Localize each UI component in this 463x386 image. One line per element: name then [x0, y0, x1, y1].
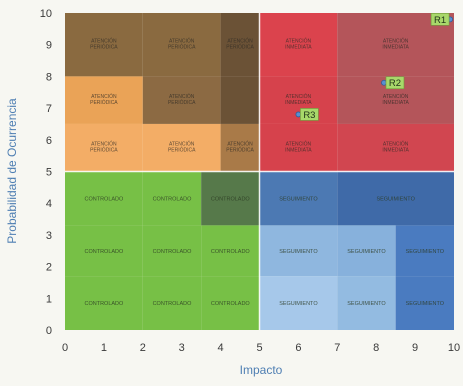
cell-label: ATENCIÓN PERIÓDICA: [90, 93, 118, 106]
matrix-cell: [142, 276, 202, 330]
y-tick-label: 2: [46, 262, 52, 274]
matrix-cell: [259, 123, 338, 172]
matrix-cell: [337, 171, 454, 226]
matrix-cell: [65, 171, 143, 226]
risk-point-label: R1: [434, 15, 446, 26]
matrix-cell: [337, 276, 396, 330]
y-tick-label: 10: [40, 8, 52, 20]
cell-label: SEGUIMIENTO: [347, 301, 386, 307]
x-tick-label: 6: [295, 342, 301, 354]
cell-label: ATENCIÓN INMEDIATA: [382, 93, 409, 106]
x-tick-label: 4: [218, 342, 224, 354]
cell-label: ATENCIÓN INMEDIATA: [285, 141, 312, 154]
y-tick-label: 5: [46, 167, 52, 179]
cell-label: SEGUIMIENTO: [347, 249, 386, 255]
y-tick-label: 6: [46, 135, 52, 147]
risk-point-label: R2: [389, 78, 401, 89]
cell-label: CONTROLADO: [84, 249, 124, 255]
cell-label: ATENCIÓN PERIÓDICA: [226, 38, 254, 51]
cell-label: CONTROLADO: [211, 301, 251, 307]
cell-label: ATENCIÓN INMEDIATA: [382, 38, 409, 51]
matrix-cell: [220, 123, 260, 172]
matrix-cell: [201, 225, 260, 277]
x-tick-label: 9: [412, 342, 418, 354]
matrix-cell: [259, 225, 338, 277]
y-tick-label: 9: [46, 40, 52, 52]
x-tick-label: 2: [140, 342, 146, 354]
matrix-cell: [259, 13, 338, 77]
matrix-cell: [65, 123, 143, 172]
y-tick-label: 1: [46, 293, 52, 305]
x-tick-label: 10: [448, 342, 460, 354]
cell-label: SEGUIMIENTO: [279, 196, 318, 202]
y-tick-label: 3: [46, 230, 52, 242]
matrix-cell: [142, 123, 221, 172]
cell-label: SEGUIMIENTO: [406, 249, 445, 255]
matrix-cell: [337, 123, 454, 172]
matrix-cell: [142, 13, 221, 77]
matrix-cell: [65, 13, 143, 77]
cell-label: SEGUIMIENTO: [376, 196, 415, 202]
grid-layer: [65, 13, 454, 330]
cell-label: SEGUIMIENTO: [279, 249, 318, 255]
cell-label: ATENCIÓN PERIÓDICA: [226, 141, 254, 154]
cell-label: CONTROLADO: [153, 249, 193, 255]
cell-label: CONTROLADO: [153, 196, 193, 202]
cell-label: CONTROLADO: [84, 301, 124, 307]
cell-label: CONTROLADO: [84, 196, 124, 202]
matrix-cell: [65, 276, 143, 330]
matrix-cell: [259, 276, 338, 330]
matrix-cell: [142, 76, 221, 124]
x-tick-label: 5: [256, 342, 262, 354]
matrix-cell: [259, 171, 338, 226]
cell-label: CONTROLADO: [211, 249, 251, 255]
risk-point-label: R3: [303, 110, 315, 121]
risk-point-label-box: [385, 76, 405, 90]
y-axis-label: Probabilidad de Ocurrencia: [5, 98, 19, 244]
cell-label: ATENCIÓN INMEDIATA: [285, 93, 312, 106]
risk-point-label-box: [300, 108, 319, 121]
x-tick-label: 0: [62, 342, 68, 354]
cell-labels-layer: ATENCIÓN PERIÓDICA ATENCIÓN PERIÓDICA ATENCI…: [84, 38, 444, 307]
x-tick-label: 8: [373, 342, 379, 354]
cell-label: CONTROLADO: [153, 301, 193, 307]
matrix-cell: [201, 276, 260, 330]
cell-label: CONTROLADO: [211, 196, 251, 202]
y-tick-label: 0: [46, 325, 52, 337]
matrix-cell: [220, 76, 260, 124]
cell-label: ATENCIÓN INMEDIATA: [382, 141, 409, 154]
matrix-cell: [395, 276, 454, 330]
cell-label: ATENCIÓN PERIÓDICA: [90, 38, 118, 51]
cell-label: ATENCIÓN PERIÓDICA: [90, 141, 118, 154]
cell-label: ATENCIÓN INMEDIATA: [285, 38, 312, 51]
y-axis-ticks: 0 1 2 3 4 5 6 7 8 9 10: [40, 8, 52, 337]
matrix-cell: [220, 13, 260, 77]
risk-point-label-box: [430, 13, 450, 26]
matrix-cell: [65, 76, 143, 124]
y-tick-label: 8: [46, 71, 52, 83]
matrix-cell: [395, 225, 454, 277]
y-tick-label: 7: [46, 103, 52, 115]
y-tick-label: 4: [46, 198, 52, 210]
cells-layer: [65, 13, 454, 330]
cell-label: SEGUIMIENTO: [279, 301, 318, 307]
x-tick-label: 7: [334, 342, 340, 354]
x-tick-label: 3: [179, 342, 185, 354]
matrix-cell: [337, 225, 396, 277]
matrix-cell: [142, 225, 202, 277]
matrix-cell: [65, 225, 143, 277]
x-tick-label: 1: [101, 342, 107, 354]
cell-label: ATENCIÓN PERIÓDICA: [168, 38, 196, 51]
points-layer: R1 R2 R3: [295, 13, 454, 121]
x-axis-ticks: 0 1 2 3 4 5 6 7 8 9 10: [62, 342, 460, 354]
matrix-cell: [142, 171, 202, 226]
cell-label: ATENCIÓN PERIÓDICA: [168, 141, 196, 154]
cell-label: SEGUIMIENTO: [406, 301, 445, 307]
matrix-cell: [201, 171, 260, 226]
cell-label: ATENCIÓN PERIÓDICA: [168, 93, 196, 106]
x-axis-label: Impacto: [240, 363, 283, 377]
